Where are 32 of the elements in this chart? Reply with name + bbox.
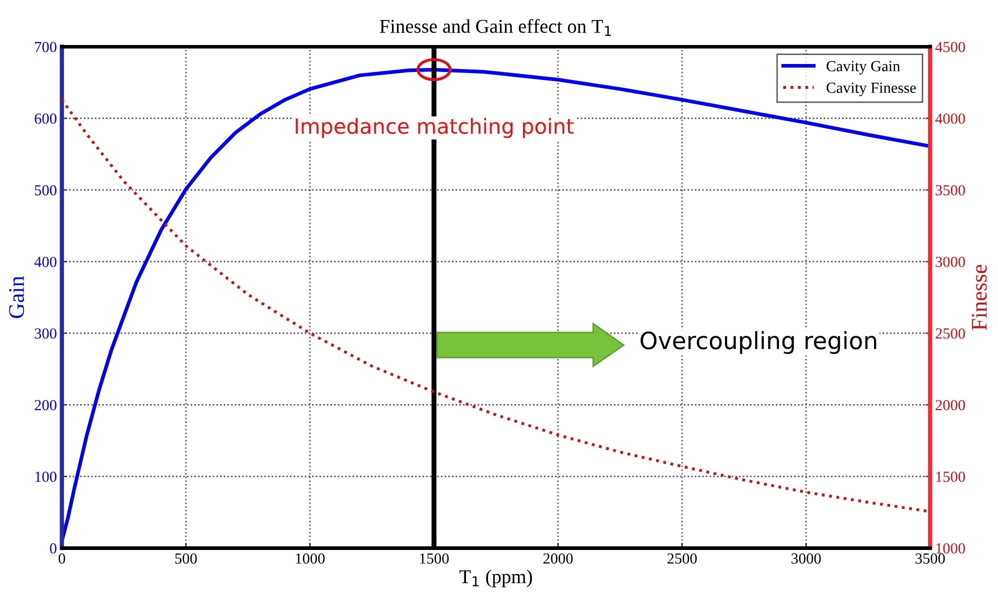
x-tick-label: 3500 [916, 553, 945, 564]
y-tick-label: 400 [34, 256, 56, 268]
y2-tick-label: 4500 [935, 42, 965, 52]
y2-axis-title: Finesse [972, 264, 987, 330]
x-tick-label: 500 [175, 553, 197, 564]
legend-label: Cavity Finesse [826, 82, 916, 96]
x-tick-label: 2500 [667, 553, 697, 564]
x-tick-label: 3000 [792, 553, 821, 564]
annotation: Impedance matching point [296, 118, 574, 138]
y2-tick-label: 3500 [936, 185, 965, 196]
y2-tick-label: 1500 [936, 472, 965, 482]
y2-tick-label: 2000 [936, 400, 965, 410]
x-axis-title: T$_{1}$ (ppm) [460, 570, 532, 588]
annotation: Overcoupling region [640, 331, 876, 354]
x-tick-label: 0 [58, 553, 66, 564]
y-tick-label: 500 [34, 185, 56, 196]
x-tick-label: 2000 [543, 553, 573, 564]
y-tick-label: 600 [34, 113, 56, 124]
y2-tick-label: 4000 [935, 113, 965, 124]
legend-label: Cavity Gain [826, 61, 900, 74]
y-axis-title: Gain [9, 276, 24, 318]
y-tick-label: 700 [35, 42, 56, 52]
x-tick-label: 1000 [296, 553, 325, 564]
chart-title: Finesse and Gain effect on T$_{1}$ [380, 19, 611, 36]
y-tick-label: 300 [34, 328, 56, 339]
y2-tick-label: 1000 [936, 543, 965, 554]
y-tick-label: 200 [34, 400, 56, 410]
x-tick-label: 1500 [420, 553, 449, 564]
y2-tick-label: 2500 [936, 328, 965, 339]
y2-tick-label: 3000 [936, 256, 965, 268]
y-tick-label: 100 [35, 472, 56, 482]
y-tick-label: 0 [50, 543, 56, 554]
